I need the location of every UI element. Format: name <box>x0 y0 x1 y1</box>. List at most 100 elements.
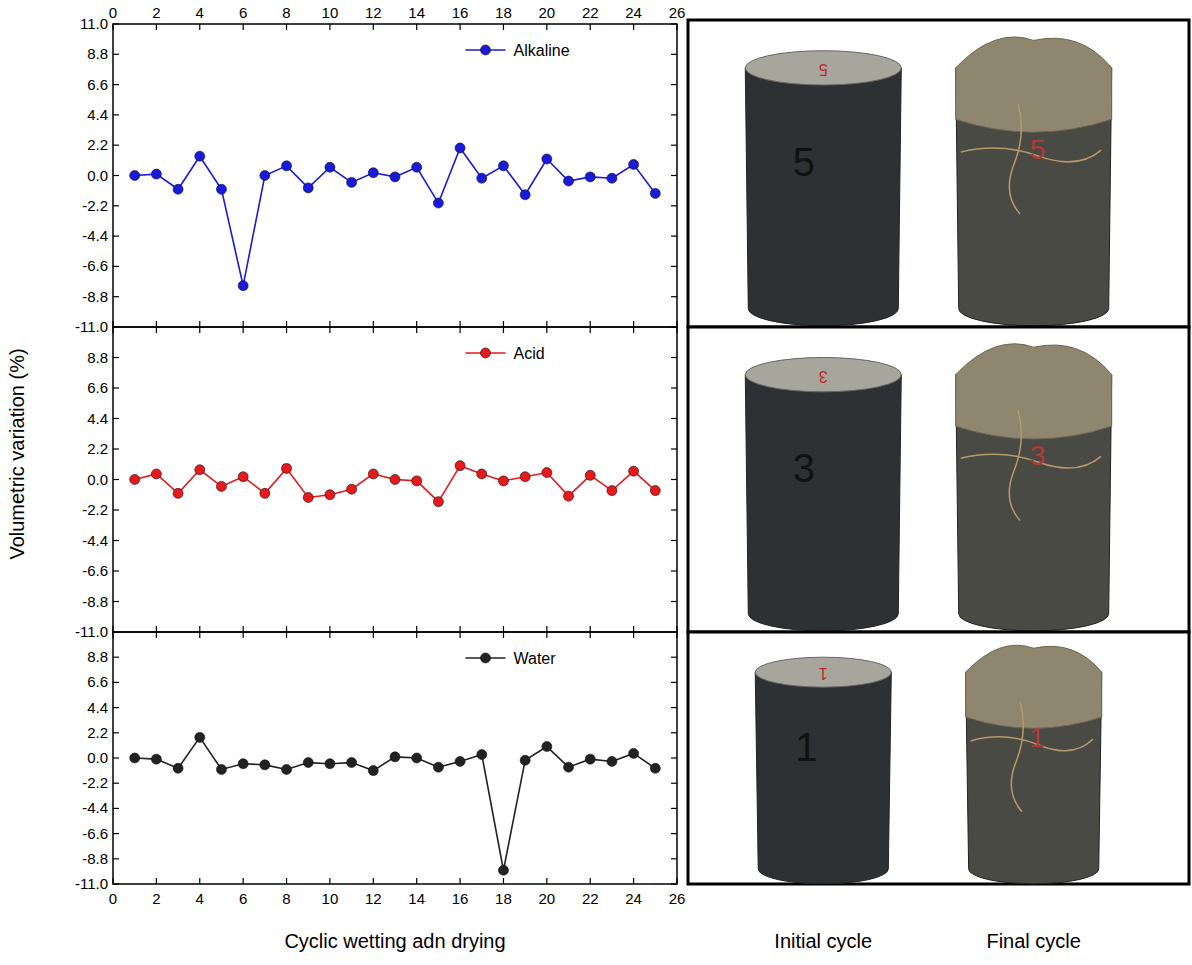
photo-area: 555333111 <box>688 20 1189 884</box>
specimen-body <box>745 375 901 631</box>
plot-frame <box>113 327 677 632</box>
x-tick <box>633 626 634 632</box>
data-point <box>216 184 226 194</box>
data-point <box>282 764 292 774</box>
x-axis-title: Cyclic wetting adn drying <box>284 930 505 952</box>
data-point <box>390 172 400 182</box>
data-point <box>433 497 443 507</box>
data-point <box>151 169 161 179</box>
x-tick <box>676 327 677 333</box>
data-point <box>585 754 595 764</box>
data-point <box>347 177 357 187</box>
panel: 11.08.86.64.42.20.0-2.2-4.4-6.6-8.8-11.0… <box>75 4 685 335</box>
x-tick <box>243 632 244 638</box>
x-tick-label: 14 <box>408 890 425 907</box>
y-tick-label: 6.6 <box>87 673 108 690</box>
data-point <box>303 758 313 768</box>
data-point <box>607 173 617 183</box>
x-tick <box>156 878 157 884</box>
specimen-number: 3 <box>1030 440 1046 471</box>
data-point <box>260 760 270 770</box>
x-tick <box>546 632 547 638</box>
data-point <box>455 756 465 766</box>
x-tick <box>590 626 591 632</box>
x-tick <box>546 878 547 884</box>
x-tick-label: 24 <box>625 4 642 21</box>
x-tick <box>199 327 200 333</box>
x-tick-label: 6 <box>239 890 247 907</box>
specimen-eroded-top <box>966 645 1102 728</box>
x-tick <box>459 632 460 638</box>
specimen-number: 3 <box>793 446 815 490</box>
y-tick-label: 2.2 <box>87 136 108 153</box>
panel: 8.86.64.42.20.0-2.2-4.4-6.6-8.8-11.0Acid <box>75 327 677 640</box>
y-tick <box>671 833 677 834</box>
specimen-top <box>755 657 891 687</box>
x-tick <box>286 878 287 884</box>
y-tick <box>671 418 677 419</box>
data-point <box>629 466 639 476</box>
y-tick-label: 0.0 <box>87 749 108 766</box>
data-point <box>303 493 313 503</box>
y-tick <box>671 732 677 733</box>
data-point <box>130 475 140 485</box>
data-point <box>629 748 639 758</box>
x-tick-label: 20 <box>539 4 556 21</box>
data-point <box>347 484 357 494</box>
x-tick <box>633 878 634 884</box>
y-tick-label: 8.8 <box>87 349 108 366</box>
specimen-number: 5 <box>1030 134 1046 165</box>
data-point <box>173 763 183 773</box>
y-tick <box>113 296 119 297</box>
x-tick-label: 4 <box>196 890 204 907</box>
y-tick <box>671 757 677 758</box>
y-tick <box>671 509 677 510</box>
data-group <box>130 732 661 875</box>
data-point <box>282 161 292 171</box>
y-tick <box>113 145 119 146</box>
x-tick <box>286 632 287 638</box>
x-tick <box>416 626 417 632</box>
y-tick <box>113 707 119 708</box>
photo-frame <box>688 632 1189 884</box>
x-tick-label: 18 <box>495 890 512 907</box>
data-point <box>498 476 508 486</box>
x-tick-label: 2 <box>152 4 160 21</box>
y-tick-label: -6.6 <box>82 257 108 274</box>
y-tick <box>671 114 677 115</box>
y-tick-label: 11.0 <box>80 15 108 32</box>
x-tick <box>286 24 287 30</box>
x-tick-label: 24 <box>625 890 642 907</box>
data-point <box>477 750 487 760</box>
x-tick <box>199 878 200 884</box>
data-point <box>325 759 335 769</box>
x-tick-label: 12 <box>365 890 382 907</box>
x-tick <box>676 24 677 30</box>
x-tick-label: 22 <box>582 890 599 907</box>
x-tick <box>590 327 591 333</box>
x-tick <box>156 632 157 638</box>
y-tick-label: 2.2 <box>87 724 108 741</box>
x-tick-label: 26 <box>669 4 686 21</box>
y-tick <box>671 808 677 809</box>
y-tick <box>671 54 677 55</box>
y-tick <box>113 114 119 115</box>
y-tick <box>113 448 119 449</box>
data-point <box>498 161 508 171</box>
data-point <box>195 151 205 161</box>
x-tick <box>503 321 504 327</box>
data-point <box>520 190 530 200</box>
y-tick <box>113 23 119 24</box>
x-tick <box>676 626 677 632</box>
x-tick-label: 16 <box>452 4 469 21</box>
y-tick-label: -4.4 <box>82 799 108 816</box>
y-tick-label: -2.2 <box>82 197 108 214</box>
data-point <box>412 476 422 486</box>
x-tick <box>112 632 113 638</box>
x-tick <box>546 321 547 327</box>
data-point <box>650 486 660 496</box>
y-tick-label: -2.2 <box>82 774 108 791</box>
x-tick <box>156 24 157 30</box>
data-point <box>650 188 660 198</box>
data-point <box>607 756 617 766</box>
